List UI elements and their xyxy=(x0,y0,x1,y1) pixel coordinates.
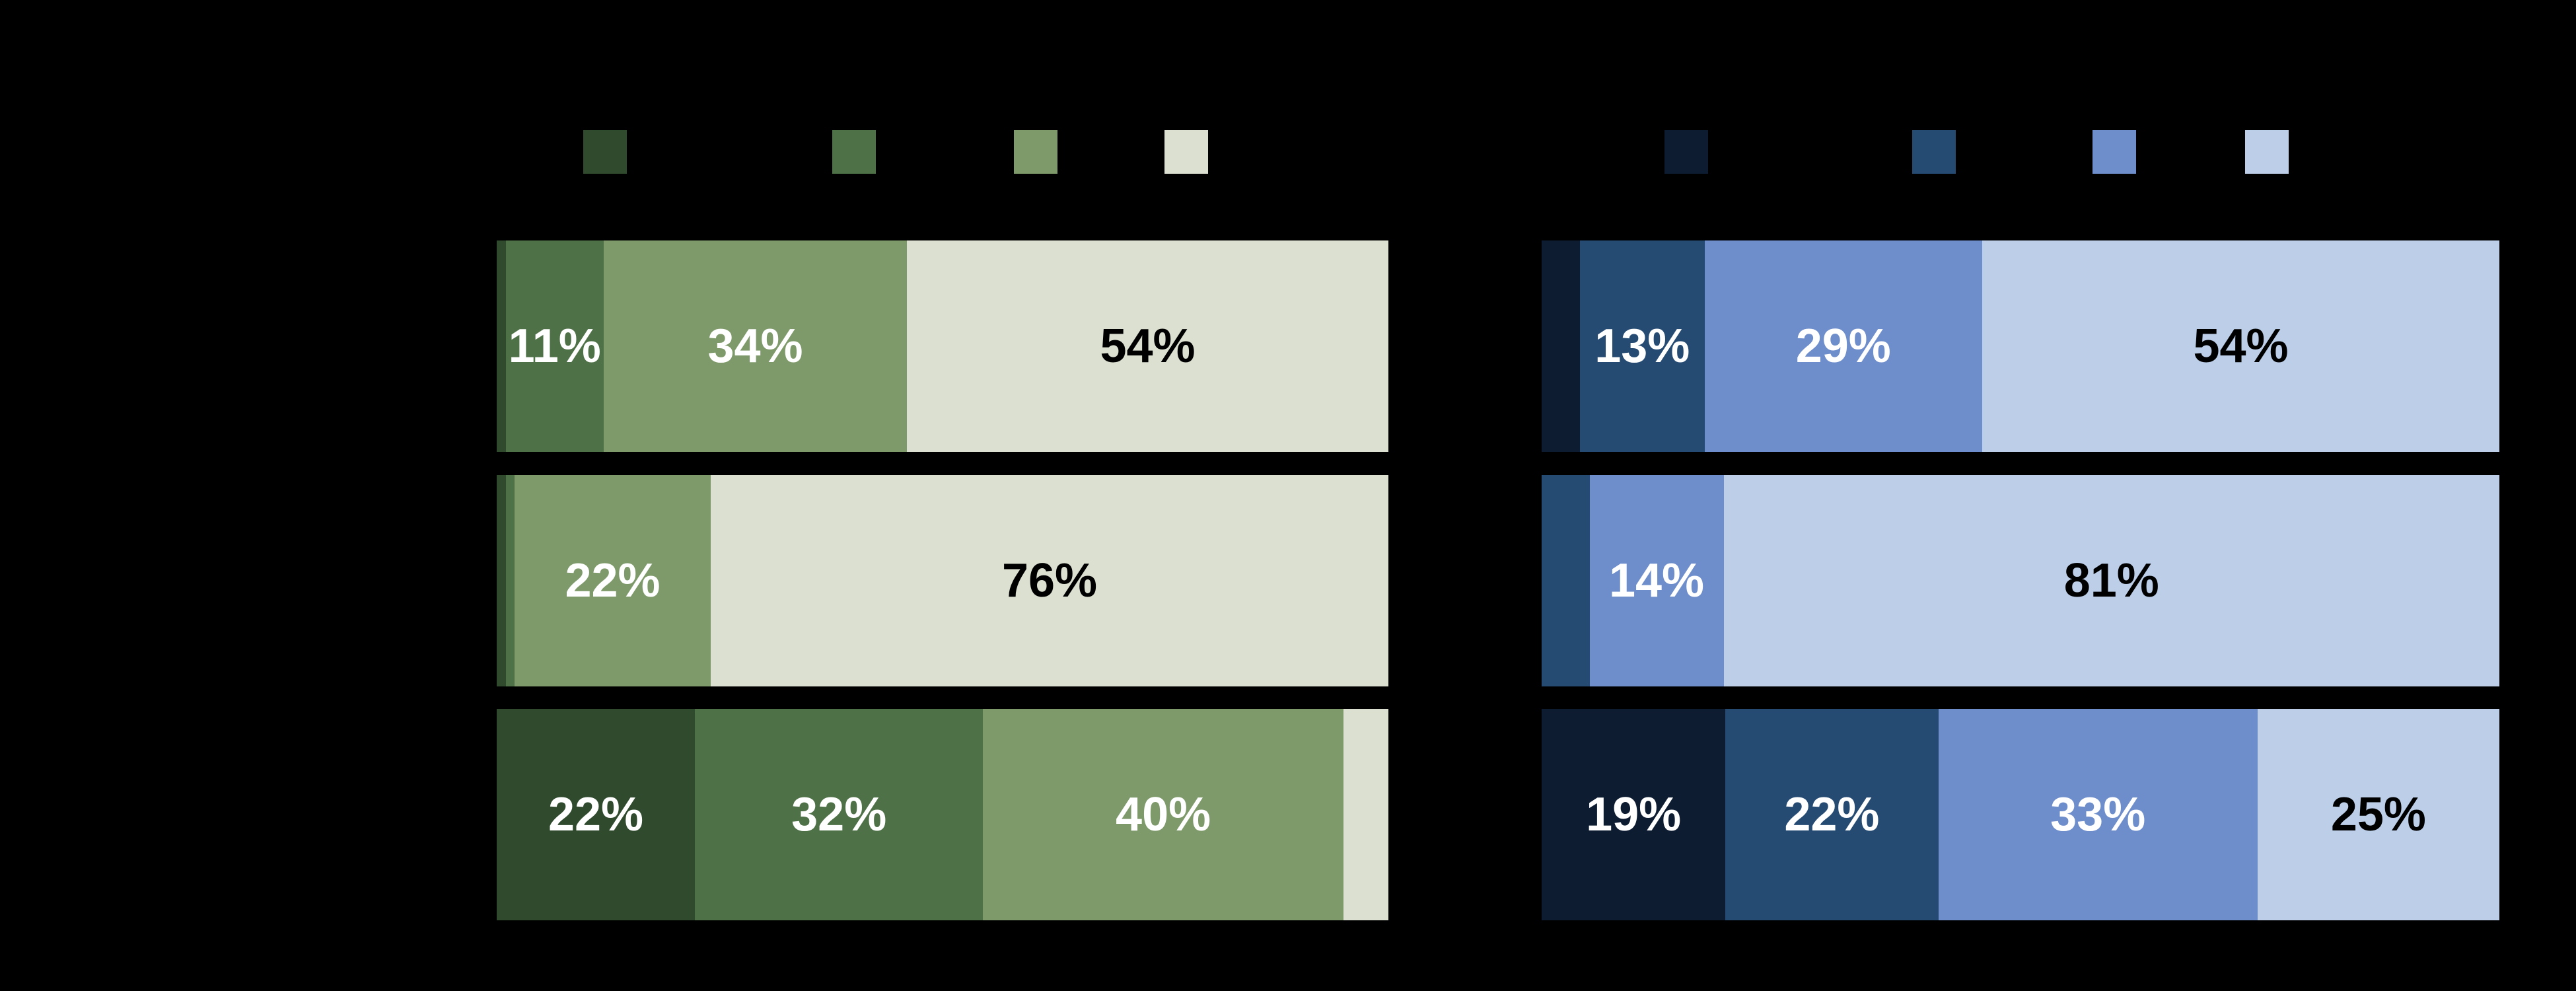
bar-segment-left-2-3: 22% xyxy=(515,475,711,686)
bar-segment-left-1-4: 54% xyxy=(907,240,1388,452)
legend-swatch-right-2 xyxy=(1912,130,1956,174)
bar-segment-left-3-2: 32% xyxy=(695,709,984,920)
bar-row-right-1: 13% 29% 54% xyxy=(1542,240,2499,452)
segment-label: 13% xyxy=(1594,320,1690,373)
legend-swatch-right-3 xyxy=(2093,130,2136,174)
bar-segment-left-2-1 xyxy=(497,475,506,686)
bar-segment-right-2-1 xyxy=(1542,475,1590,686)
legend-swatch-left-4 xyxy=(1164,130,1208,174)
bar-segment-left-1-3: 34% xyxy=(604,240,907,452)
legend-swatch-left-2 xyxy=(832,130,876,174)
bar-segment-left-1-1 xyxy=(497,240,506,452)
bar-segment-left-2-4: 76% xyxy=(711,475,1388,686)
segment-label: 25% xyxy=(2330,788,2426,841)
bar-segment-right-1-4: 54% xyxy=(1982,240,2499,452)
bar-row-left-2: 22% 76% xyxy=(497,475,1388,686)
segment-label: 19% xyxy=(1586,788,1682,841)
segment-label: 34% xyxy=(707,320,803,373)
bar-row-left-1: 11% 34% 54% xyxy=(497,240,1388,452)
bar-segment-left-3-3: 40% xyxy=(983,709,1343,920)
legend-swatch-right-1 xyxy=(1664,130,1708,174)
segment-label: 22% xyxy=(1784,788,1880,841)
bar-segment-left-2-2 xyxy=(505,475,515,686)
bar-segment-right-2-2: 14% xyxy=(1589,475,1724,686)
segment-label: 29% xyxy=(1795,320,1891,373)
bar-segment-right-3-4: 25% xyxy=(2257,709,2499,920)
segment-label: 32% xyxy=(791,788,887,841)
bar-segment-right-3-2: 22% xyxy=(1725,709,1939,920)
bar-segment-left-3-1: 22% xyxy=(497,709,695,920)
bar-row-right-2: 14% 81% xyxy=(1542,475,2499,686)
legend-swatch-left-3 xyxy=(1014,130,1057,174)
bar-segment-right-1-1 xyxy=(1542,240,1580,452)
segment-label: 81% xyxy=(2063,554,2159,607)
bar-segment-right-1-3: 29% xyxy=(1704,240,1982,452)
segment-label: 33% xyxy=(2050,788,2146,841)
bar-segment-right-3-1: 19% xyxy=(1542,709,1726,920)
bar-segment-right-1-2: 13% xyxy=(1580,240,1705,452)
segment-label: 54% xyxy=(2193,320,2289,373)
segment-label: 22% xyxy=(565,554,661,607)
legend-swatch-left-1 xyxy=(583,130,627,174)
legend-swatch-right-4 xyxy=(2245,130,2289,174)
bar-row-right-3: 19% 22% 33% 25% xyxy=(1542,709,2499,920)
segment-label: 22% xyxy=(548,788,644,841)
segment-label: 54% xyxy=(1100,320,1196,373)
bar-segment-left-3-4 xyxy=(1343,709,1388,920)
segment-label: 76% xyxy=(1001,554,1098,607)
segment-label: 11% xyxy=(508,320,601,373)
bar-segment-right-3-3: 33% xyxy=(1938,709,2258,920)
bar-segment-left-1-2: 11% xyxy=(505,240,604,452)
bar-row-left-3: 22% 32% 40% xyxy=(497,709,1388,920)
bar-segment-right-2-3: 81% xyxy=(1723,475,2499,686)
segment-label: 40% xyxy=(1116,788,1211,841)
segment-label: 14% xyxy=(1608,554,1705,607)
